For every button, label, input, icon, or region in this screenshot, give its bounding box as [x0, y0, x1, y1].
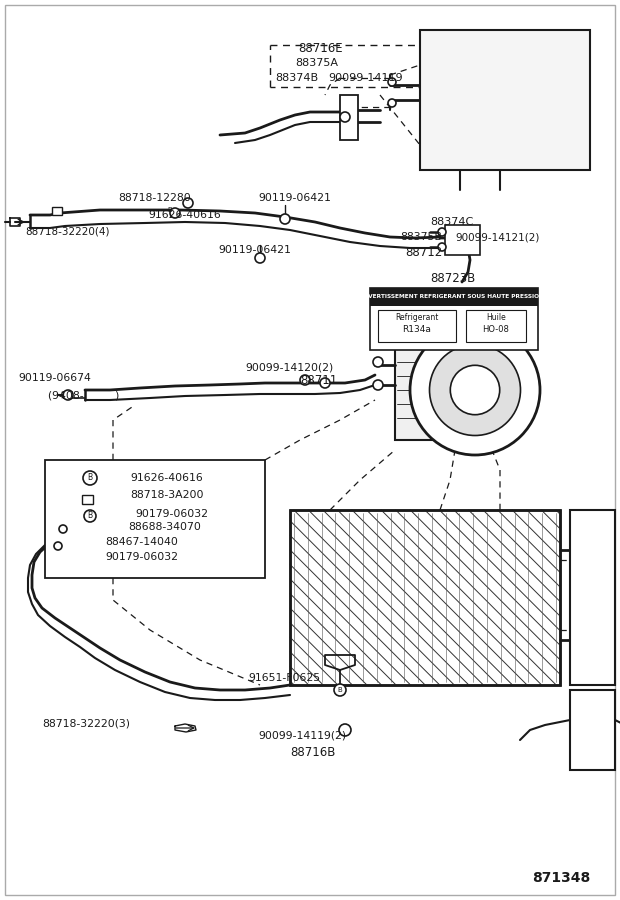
Bar — [378, 310, 456, 342]
Circle shape — [438, 243, 446, 251]
Text: B: B — [338, 687, 342, 693]
Text: 88374B: 88374B — [275, 73, 318, 83]
Bar — [370, 288, 538, 350]
Bar — [52, 207, 62, 215]
Circle shape — [450, 365, 500, 415]
Circle shape — [334, 684, 346, 696]
Text: B: B — [167, 207, 172, 213]
Text: B: B — [87, 511, 92, 520]
Bar — [395, 340, 450, 440]
Circle shape — [340, 112, 350, 122]
Text: 88712: 88712 — [405, 246, 442, 258]
Text: 90119-06674: 90119-06674 — [18, 373, 91, 383]
Circle shape — [83, 471, 97, 485]
Text: 90099-14119: 90099-14119 — [328, 73, 402, 83]
Text: 90099-14121(2): 90099-14121(2) — [455, 232, 539, 242]
Bar — [370, 288, 538, 306]
Circle shape — [59, 525, 67, 533]
Text: 88718-32220(4): 88718-32220(4) — [25, 227, 110, 237]
Circle shape — [280, 214, 290, 224]
Circle shape — [84, 510, 96, 522]
Text: 88716B: 88716B — [290, 745, 335, 759]
Circle shape — [388, 78, 396, 86]
Text: 91626-40616: 91626-40616 — [148, 210, 221, 220]
Text: 90099-14120(2): 90099-14120(2) — [245, 362, 334, 372]
Text: 88375B: 88375B — [400, 232, 442, 242]
Text: 90179-06032: 90179-06032 — [135, 509, 208, 519]
Text: 88688-34070: 88688-34070 — [128, 522, 201, 532]
Bar — [420, 30, 590, 170]
Circle shape — [300, 375, 310, 385]
Text: Huile: Huile — [486, 313, 506, 322]
Text: 88718-3A200: 88718-3A200 — [130, 490, 203, 500]
Bar — [290, 510, 560, 685]
Text: 88375A: 88375A — [295, 58, 338, 68]
Bar — [570, 690, 615, 770]
Text: (9408-         ): (9408- ) — [48, 390, 120, 400]
Text: 90099-14119(2): 90099-14119(2) — [258, 730, 346, 740]
Text: 91651-F0625: 91651-F0625 — [248, 673, 320, 683]
Text: Refrigerant: Refrigerant — [396, 313, 439, 322]
Bar — [290, 510, 560, 685]
Text: HO-08: HO-08 — [482, 326, 510, 335]
Text: 88716E: 88716E — [298, 41, 343, 55]
Circle shape — [183, 198, 193, 208]
Text: 90119-06421: 90119-06421 — [258, 193, 331, 203]
Circle shape — [438, 228, 446, 236]
Circle shape — [339, 724, 351, 736]
Bar — [570, 510, 615, 685]
Bar — [340, 95, 358, 140]
Text: 88374C: 88374C — [430, 217, 473, 227]
Text: 88711: 88711 — [300, 374, 337, 386]
Circle shape — [255, 253, 265, 263]
Circle shape — [63, 390, 73, 400]
Text: 871348: 871348 — [532, 871, 590, 885]
Text: 88467-14040: 88467-14040 — [105, 537, 178, 547]
Bar — [45, 460, 265, 578]
Circle shape — [388, 99, 396, 107]
Circle shape — [410, 325, 540, 455]
Bar — [445, 225, 480, 255]
Text: 88718-32220(3): 88718-32220(3) — [42, 719, 130, 729]
Text: 88718-12280: 88718-12280 — [118, 193, 191, 203]
Text: 90179-06032: 90179-06032 — [105, 552, 178, 562]
Circle shape — [373, 380, 383, 390]
Circle shape — [430, 345, 521, 436]
Text: AVERTISSEMENT REFRIGERANT SOUS HAUTE PRESSION: AVERTISSEMENT REFRIGERANT SOUS HAUTE PRE… — [364, 294, 544, 300]
Text: 88723B: 88723B — [430, 272, 476, 284]
Circle shape — [320, 378, 330, 388]
Bar — [82, 495, 93, 504]
Circle shape — [170, 208, 180, 218]
Circle shape — [54, 542, 62, 550]
Bar — [466, 310, 526, 342]
Circle shape — [373, 357, 383, 367]
Text: B: B — [87, 473, 92, 482]
Text: R134a: R134a — [402, 326, 432, 335]
Text: 90119-06421: 90119-06421 — [218, 245, 291, 255]
Text: 91626-40616: 91626-40616 — [130, 473, 203, 483]
